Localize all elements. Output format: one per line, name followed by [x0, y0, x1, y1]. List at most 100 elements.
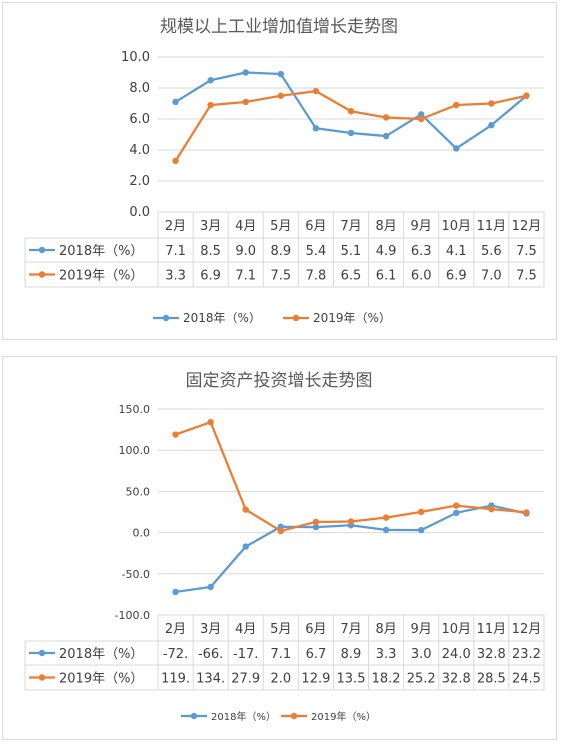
chart-2-data-point: [417, 508, 425, 516]
chart-2-table-value: 134.: [196, 672, 225, 687]
chart-1-data-point: [382, 114, 390, 121]
chart-2-table-value: -66.: [198, 647, 223, 662]
chart-1-table-value: 6.3: [411, 244, 432, 259]
chart-1-table-value: 7.5: [516, 244, 537, 259]
chart-1-data-point: [488, 100, 495, 107]
chart-2-table-value: 23.2: [512, 647, 541, 662]
chart-2-y-tick-label: 0.0: [133, 527, 151, 540]
chart-2-y-tick-label: -50.0: [122, 568, 150, 581]
industrial-chart-panel: [2, 2, 557, 340]
chart-2-data-point: [347, 518, 355, 525]
chart-1-table-value: 7.0: [481, 269, 502, 284]
chart-1-table-value: 6.1: [376, 269, 397, 284]
chart-1-data-point: [523, 92, 530, 99]
chart-2-x-tick-label: 10月: [441, 622, 471, 637]
chart-1-table-value: 7.1: [235, 269, 256, 284]
chart-2-legend-key: [190, 712, 198, 720]
chart-2-x-tick-label: 2月: [165, 622, 186, 637]
chart-1-table-value: 7.5: [516, 269, 537, 284]
chart-2-table-value: 2.0: [270, 672, 291, 687]
chart-2-y-tick-label: 100.0: [119, 444, 151, 457]
chart-1-data-point: [453, 145, 460, 152]
chart-2-x-tick-label: 3月: [200, 622, 221, 637]
chart-2-data-point: [172, 431, 179, 438]
chart-1-x-tick-label: 3月: [200, 219, 221, 234]
investment-chart-panel: [2, 356, 557, 740]
chart-1-table-value: 9.0: [235, 244, 256, 259]
chart-1-y-tick-label: 8.0: [129, 81, 150, 96]
chart-2-data-point: [172, 588, 179, 596]
chart-2-table-value: 32.8: [477, 647, 506, 662]
chart-1-data-point: [242, 69, 249, 76]
chart-1-data-point: [312, 87, 320, 95]
chart-1-data-point: [488, 122, 495, 129]
chart-1-table-value: 8.9: [270, 244, 291, 259]
chart-2-table-value: -17.: [233, 647, 258, 662]
chart-2-data-point: [453, 502, 460, 509]
chart-1-title: 规模以上工业增加值增长走势图: [160, 17, 398, 37]
chart-2-table-value: 25.2: [407, 672, 436, 687]
chart-2-data-point: [523, 509, 530, 516]
chart-1-x-tick-label: 8月: [375, 219, 396, 234]
chart-2-data-point: [312, 518, 320, 526]
chart-2-x-tick-label: 7月: [340, 622, 361, 637]
chart-1-data-point: [347, 129, 355, 137]
chart-2-data-point: [382, 514, 390, 521]
chart-1-table-series-name: 2019年（%）: [59, 269, 143, 284]
chart-1-legend-label: 2019年（%）: [313, 311, 391, 325]
chart-1-x-tick-label: 6月: [305, 219, 326, 234]
chart-1-table-value: 5.4: [306, 244, 327, 259]
chart-2-table-legend-key: [38, 649, 46, 657]
chart-1-y-tick-label: 10.0: [121, 50, 150, 65]
chart-2-y-tick-label: -100.0: [115, 609, 150, 622]
chart-1-legend-key: [292, 314, 300, 322]
chart-2-legend-key: [290, 712, 298, 720]
chart-1-table-legend-key: [38, 246, 46, 254]
chart-1-x-tick-label: 5月: [270, 219, 291, 234]
chart-2-x-tick-label: 5月: [270, 622, 291, 637]
chart-2-data-point: [242, 543, 249, 550]
chart-2-table-value: 27.9: [231, 672, 260, 687]
chart-2-legend-label: 2019年（%）: [311, 710, 376, 723]
chart-2-table-value: 13.5: [337, 672, 366, 687]
chart-2-table-value: 3.3: [376, 647, 397, 662]
chart-2-data-point: [207, 583, 214, 591]
chart-1-table-value: 5.6: [481, 244, 502, 259]
chart-1-table-value: 6.0: [411, 269, 432, 284]
chart-2-table-value: 12.9: [301, 672, 330, 687]
chart-1-data-point: [172, 98, 179, 106]
chart-1-data-point: [207, 101, 214, 109]
chart-2-data-point: [242, 506, 249, 513]
chart-1-data-point: [417, 111, 425, 118]
chart-2-series-line: [175, 421, 527, 533]
chart-1-data-point: [382, 132, 390, 140]
chart-2-y-tick-label: 50.0: [126, 485, 151, 498]
chart-1-table-legend-key: [38, 271, 46, 278]
chart-1-legend-key: [162, 314, 170, 322]
chart-2-x-tick-label: 8月: [375, 622, 396, 637]
chart-1-table-value: 7.8: [306, 269, 327, 284]
chart-2-table-value: 3.0: [411, 647, 432, 662]
chart-2-data-point: [453, 509, 460, 517]
chart-2-x-tick-label: 11月: [477, 622, 507, 637]
chart-2-legend-label: 2018年（%）: [211, 710, 276, 723]
chart-1-data-point: [172, 157, 179, 165]
chart-1-table-value: 7.1: [165, 244, 186, 259]
chart-2-x-tick-label: 12月: [512, 622, 542, 637]
chart-2-plot: -100.0 -50.0 0.0 50.0 100.0 150.0 2月 3月 4月 5月 6月 7月…: [24, 403, 545, 723]
chart-1-data-point: [347, 108, 355, 115]
chart-1-table-series-name: 2018年（%）: [59, 244, 143, 259]
chart-2-data-point: [382, 526, 390, 534]
chart-2-table-value: 119.: [161, 672, 190, 687]
chart-2-x-tick-label: 6月: [305, 622, 326, 637]
chart-1-x-tick-label: 10月: [441, 219, 471, 234]
chart-2-x-tick-label: 4月: [235, 622, 256, 637]
chart-1-table-value: 5.1: [341, 244, 362, 259]
chart-1-y-tick-label: 2.0: [129, 174, 150, 189]
chart-1-x-tick-label: 4月: [235, 219, 256, 234]
chart-2-table-value: 8.9: [341, 647, 362, 662]
chart-1-x-tick-label: 7月: [340, 219, 361, 234]
chart-2-table-legend-key: [38, 674, 46, 681]
chart-2-data-point: [417, 526, 425, 534]
chart-1-data-point: [207, 77, 214, 84]
